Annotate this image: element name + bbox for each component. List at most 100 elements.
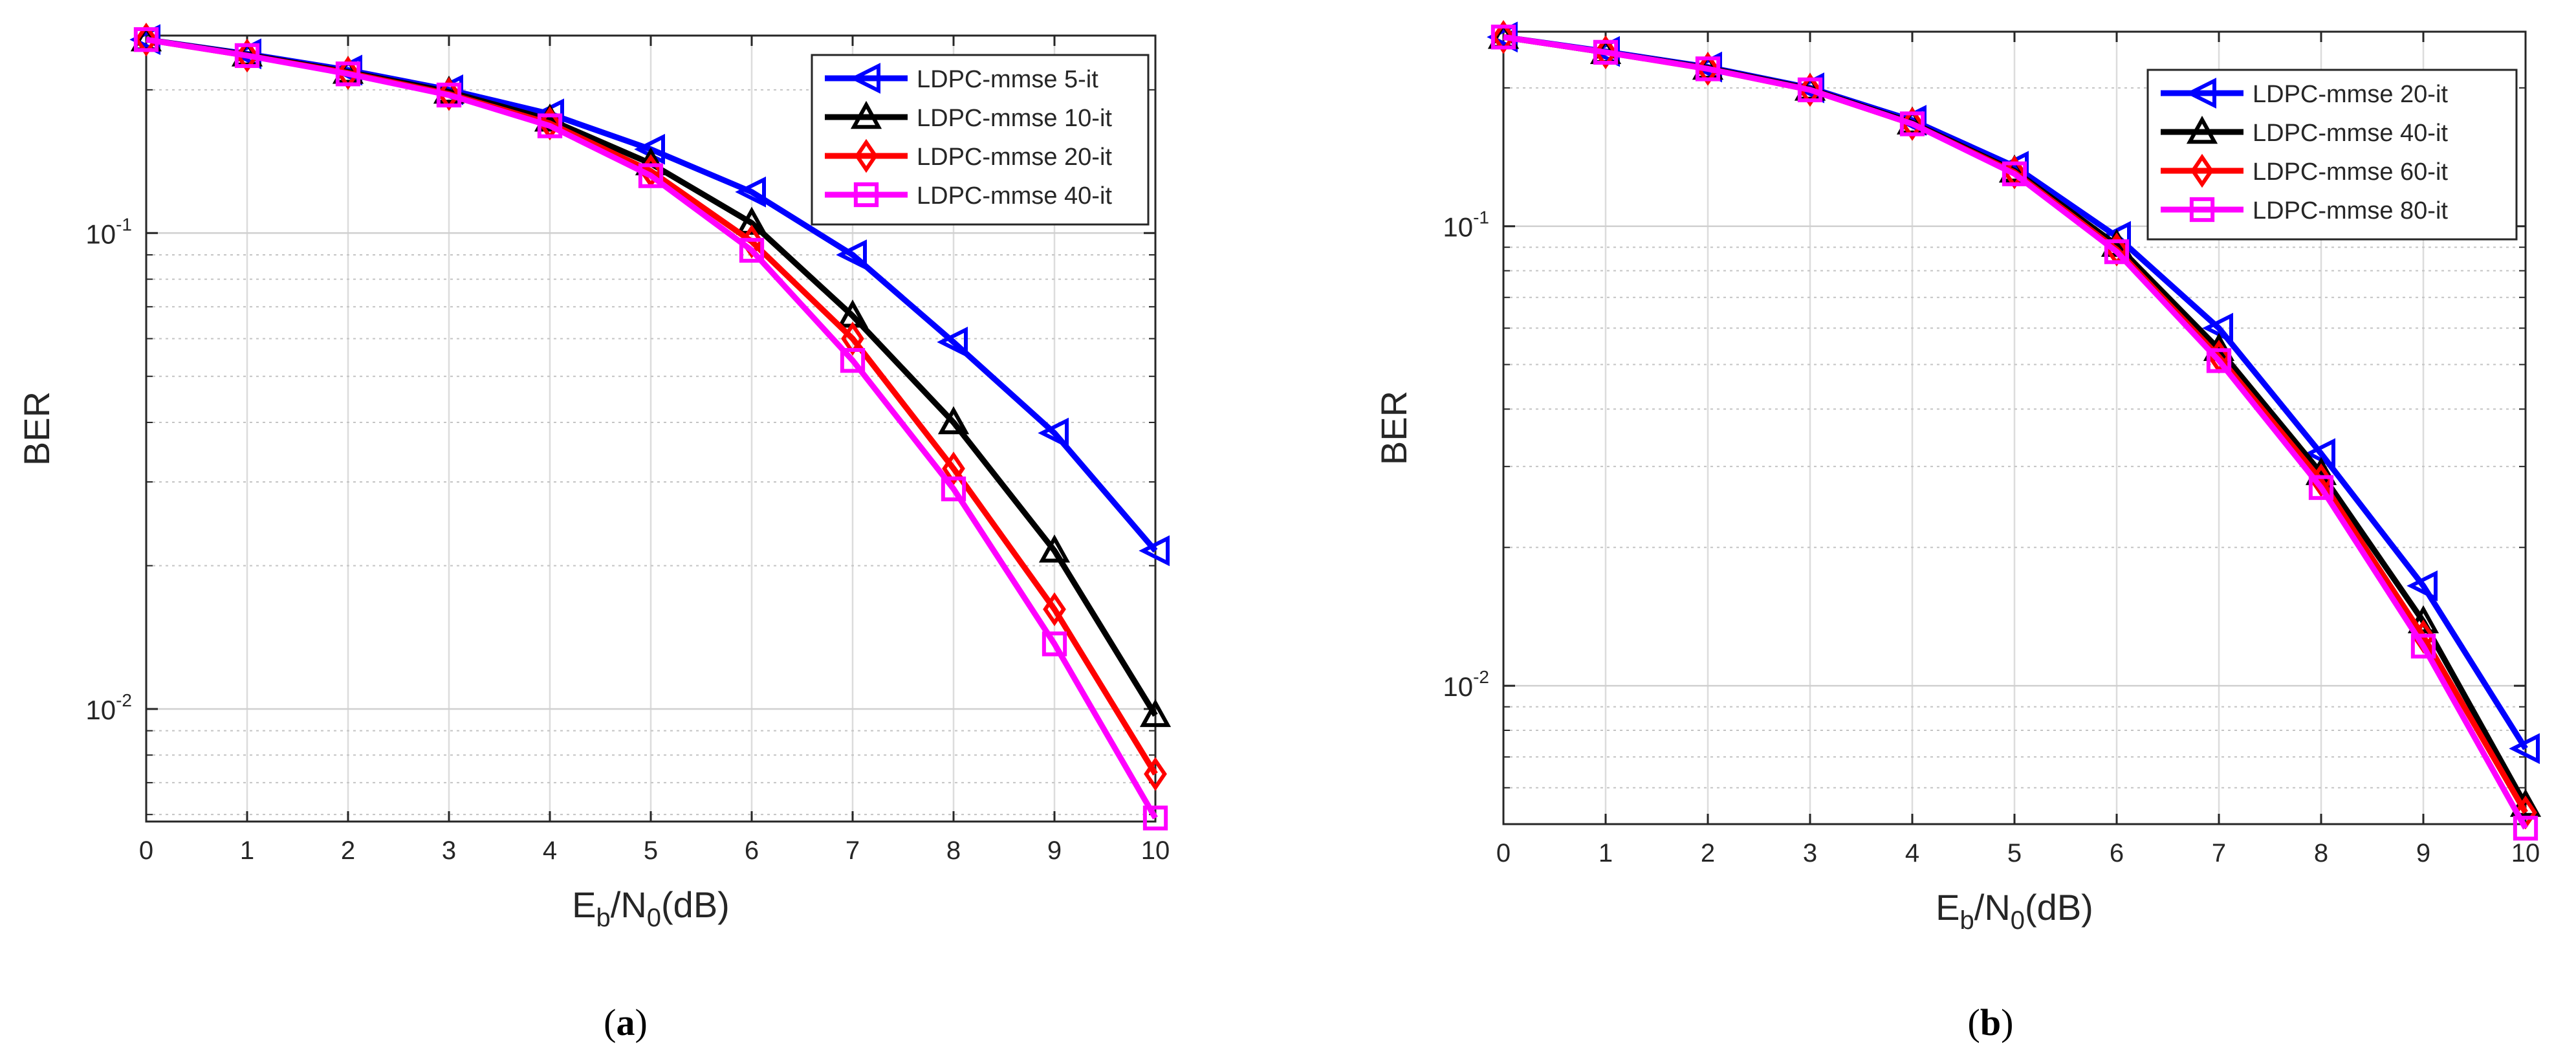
data-point xyxy=(1695,56,1721,82)
panel-b-caption: (b) xyxy=(1968,1001,2014,1043)
data-point xyxy=(1492,20,1515,54)
panel-b: 0 1 2 3 4 5 6 7 8 9 1010-110-2BEREb/N0(dB)LDPC-mms… xyxy=(1373,20,2542,935)
data-point xyxy=(436,82,462,108)
data-point xyxy=(1594,35,1617,70)
data-point xyxy=(937,406,970,435)
legend-marker xyxy=(855,138,878,173)
data-point xyxy=(234,43,260,69)
data-point xyxy=(735,176,766,208)
y-tick-base: 10 xyxy=(85,219,116,249)
panel-b-caption-letter: b xyxy=(1980,1001,2001,1043)
data-point xyxy=(2104,239,2130,265)
series-line xyxy=(1503,34,2528,830)
data-point xyxy=(1144,757,1167,791)
data-point xyxy=(736,206,768,235)
y-tick-exponent: -1 xyxy=(116,214,132,234)
data-point xyxy=(1899,111,1925,136)
x-label-main: E xyxy=(1936,887,1959,928)
data-point xyxy=(638,163,664,188)
legend-label: LDPC-mmse 40-it xyxy=(2253,120,2448,147)
x-tick-label: 7 xyxy=(2212,839,2226,867)
data-point xyxy=(335,61,361,87)
x-tick-label: 6 xyxy=(2110,839,2124,867)
legend-label: LDPC-mmse 80-it xyxy=(2253,197,2448,224)
panel-a: 0 1 2 3 4 5 6 7 8 9 1010-110-2BEREb/N0(dB)LDPC-mms… xyxy=(16,22,1172,932)
data-point xyxy=(133,27,159,52)
data-point xyxy=(135,22,158,57)
x-label-subscript: b xyxy=(596,904,611,932)
panel-a-caption: (a) xyxy=(604,1001,648,1043)
x-tick-label: 0 xyxy=(1496,839,1511,867)
x-axis: 0 1 2 3 4 5 6 7 8 9 10 xyxy=(139,36,1170,865)
legend: LDPC-mmse 5-it LDPC-mmse 10-it LDPC-mmse 2… xyxy=(811,54,1150,226)
data-point xyxy=(1038,534,1071,563)
data-point xyxy=(1139,699,1172,727)
data-point xyxy=(235,38,259,73)
data-point xyxy=(2206,348,2232,373)
data-point xyxy=(437,77,461,111)
data-point xyxy=(2308,475,2334,500)
data-point xyxy=(2002,161,2027,186)
x-label-mid: /N xyxy=(1974,887,2011,928)
x-tick-label: 4 xyxy=(543,836,557,865)
legend-label: LDPC-mmse 10-it xyxy=(917,105,1112,132)
x-axis-label: Eb/N0(dB) xyxy=(1936,887,2093,935)
x-label-tail: (dB) xyxy=(661,884,730,925)
x-tick-label: 9 xyxy=(1047,836,1062,865)
x-label-tail: (dB) xyxy=(2025,887,2093,928)
x-tick-label: 8 xyxy=(946,836,961,865)
x-tick-label: 2 xyxy=(341,836,355,865)
y-tick-label: 10-2 xyxy=(1443,667,1489,702)
data-point xyxy=(2407,570,2438,602)
data-point xyxy=(1042,631,1067,657)
x-tick-label: 1 xyxy=(240,836,254,865)
y-tick-base: 10 xyxy=(1443,671,1473,702)
data-point xyxy=(942,452,965,486)
y-tick-exponent: -2 xyxy=(1473,667,1489,687)
data-point xyxy=(1142,805,1168,831)
x-tick-label: 3 xyxy=(442,836,456,865)
y-axis-label: BER xyxy=(1373,391,1414,465)
x-label-subscript: 0 xyxy=(647,904,661,932)
legend-label: LDPC-mmse 20-it xyxy=(2253,81,2448,108)
legend-marker xyxy=(2185,78,2216,109)
legend-marker xyxy=(853,182,879,208)
y-tick-label: 10-2 xyxy=(85,690,132,725)
y-axis: 10-110-2 xyxy=(85,89,1155,816)
legend-marker xyxy=(850,100,882,129)
data-point xyxy=(2513,816,2538,841)
data-point xyxy=(1798,72,1822,107)
legend-label: LDPC-mmse 20-it xyxy=(917,144,1112,171)
data-point xyxy=(740,224,763,259)
data-point xyxy=(941,476,966,501)
series-group xyxy=(1487,20,2542,841)
data-point xyxy=(1139,535,1170,567)
data-point xyxy=(1490,25,1516,50)
series-line xyxy=(146,36,1158,820)
y-tick-base: 10 xyxy=(85,695,116,725)
data-point xyxy=(336,56,360,90)
data-point xyxy=(1043,592,1066,627)
data-point xyxy=(2410,633,2436,659)
x-tick-label: 9 xyxy=(2416,839,2430,867)
panel-a-caption-letter: a xyxy=(617,1001,635,1043)
data-point xyxy=(1593,39,1619,65)
data-point xyxy=(1696,52,1719,86)
series-group xyxy=(129,22,1172,831)
y-axis: 10-110-2 xyxy=(1443,87,2526,789)
x-tick-label: 1 xyxy=(1599,839,1613,867)
x-tick-label: 0 xyxy=(139,836,153,865)
legend-marker xyxy=(849,63,880,94)
x-tick-label: 5 xyxy=(644,836,658,865)
y-tick-exponent: -2 xyxy=(116,690,132,710)
y-axis-label: BER xyxy=(16,391,57,466)
x-tick-label: 4 xyxy=(1905,839,1919,867)
y-tick-exponent: -1 xyxy=(1473,208,1489,228)
x-label-mid: /N xyxy=(611,884,647,925)
x-label-subscript: b xyxy=(1960,906,1974,935)
y-tick-base: 10 xyxy=(1443,212,1473,243)
data-point xyxy=(1797,77,1823,103)
legend-marker xyxy=(2189,197,2215,223)
x-tick-label: 10 xyxy=(2511,839,2540,867)
